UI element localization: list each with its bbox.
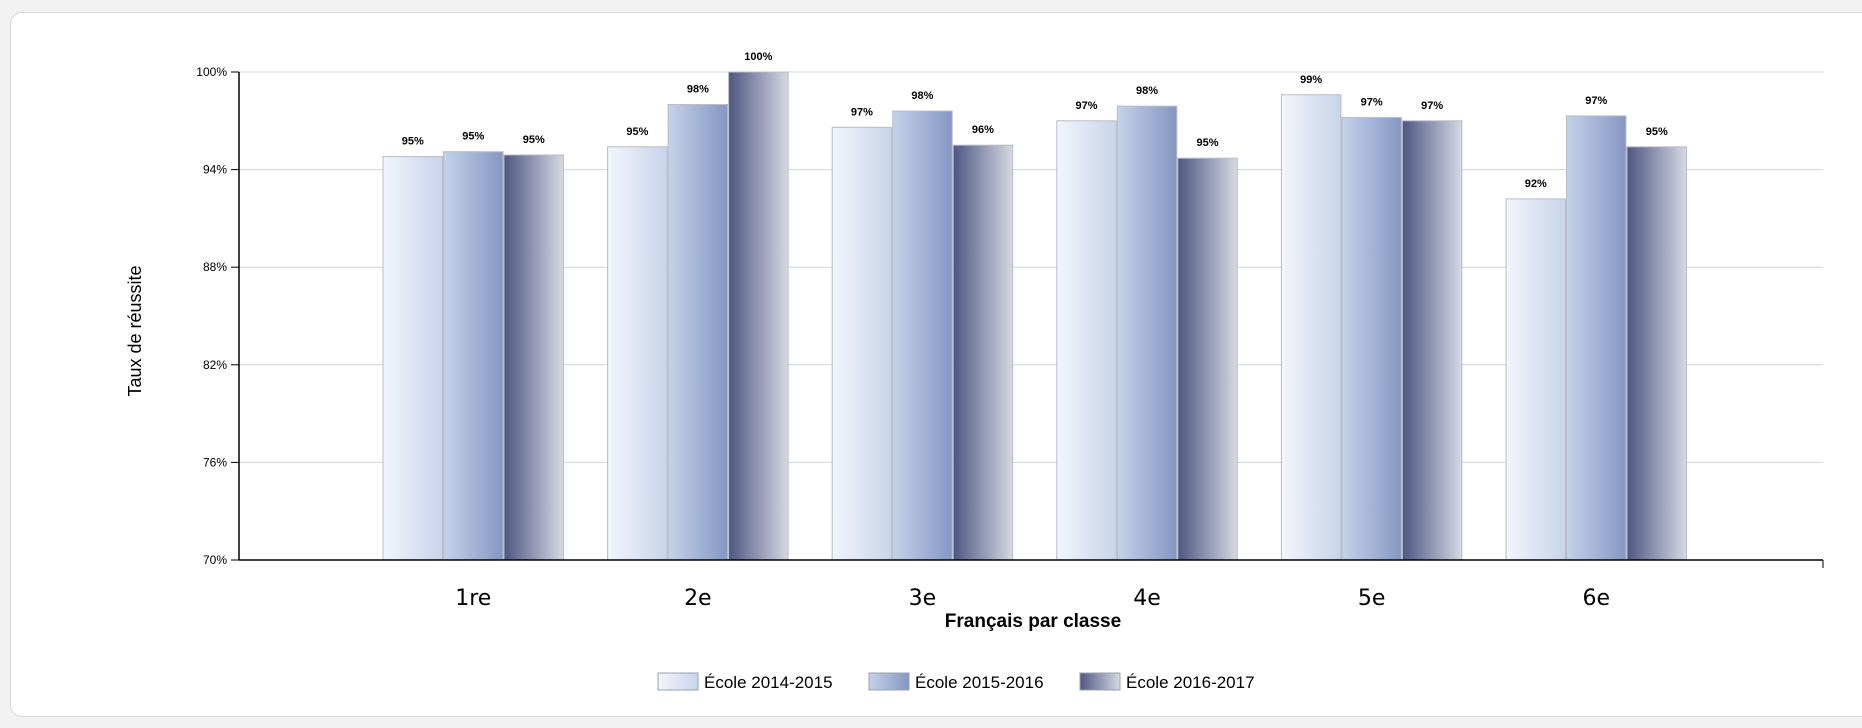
data-label: 97% xyxy=(1076,100,1098,112)
bar xyxy=(892,110,953,561)
value-labels: 95% 95% 95% 95% 98% 100% 97% 98% 96% 97% 98% 95% 99%… xyxy=(402,51,1668,190)
bar xyxy=(503,154,564,561)
x-tick-label: 4e xyxy=(1133,586,1161,611)
data-label: 98% xyxy=(911,90,933,102)
bar xyxy=(443,151,504,561)
chart-card: 95% 95% 95% 95% 98% 100% 97% 98% 96% 97% 98% 95% 99%… xyxy=(10,12,1862,717)
legend-label: École 2016-2017 xyxy=(1126,673,1255,692)
bars xyxy=(382,71,1687,561)
bar xyxy=(831,126,893,561)
x-tick-label: 3e xyxy=(909,586,937,611)
data-label: 98% xyxy=(1136,85,1158,97)
bar xyxy=(1566,115,1627,561)
data-label: 97% xyxy=(1361,97,1383,109)
bar xyxy=(1341,117,1402,561)
data-label: 97% xyxy=(1421,100,1443,112)
legend-swatch xyxy=(657,672,699,691)
bar xyxy=(1280,94,1342,561)
x-tick-label: 5e xyxy=(1358,586,1386,611)
bar xyxy=(1177,157,1238,561)
bar xyxy=(728,71,789,561)
data-label: 95% xyxy=(402,136,424,148)
y-tick-label: 88% xyxy=(203,260,227,274)
y-tick-label: 76% xyxy=(203,455,227,469)
data-label: 95% xyxy=(462,131,484,143)
legend-item: École 2015-2016 xyxy=(868,672,1044,692)
y-tick-label: 94% xyxy=(203,163,227,177)
bar xyxy=(952,144,1014,561)
legend-item: École 2016-2017 xyxy=(1079,672,1255,692)
data-label: 99% xyxy=(1300,74,1322,86)
bar xyxy=(382,156,443,561)
bar xyxy=(1116,105,1178,561)
data-label: 95% xyxy=(1646,126,1668,138)
data-label: 95% xyxy=(1197,137,1219,149)
x-axis-title: Français par classe xyxy=(945,611,1121,632)
y-axis-title: Taux de réussite xyxy=(125,265,145,396)
data-label: 97% xyxy=(851,106,873,118)
data-label: 92% xyxy=(1525,178,1547,190)
data-label: 96% xyxy=(972,124,994,136)
data-label: 95% xyxy=(523,134,545,146)
x-tick-label: 1re xyxy=(455,586,491,611)
y-tick-label: 82% xyxy=(203,358,227,372)
legend: École 2014-2015 École 2015-2016 École 2016… xyxy=(657,672,1255,692)
axes: 70% 76% 82% 88% 94% 100% 1re 2e 3e 4e 5e 6e xyxy=(196,65,1824,611)
legend-item: École 2014-2015 xyxy=(657,672,833,692)
bar-chart: 95% 95% 95% 95% 98% 100% 97% 98% 96% 97% 98% 95% 99%… xyxy=(125,51,1824,692)
x-tick-label: 2e xyxy=(684,586,712,611)
legend-swatch xyxy=(868,672,910,691)
data-label: 95% xyxy=(626,126,648,138)
legend-label: École 2015-2016 xyxy=(915,673,1044,692)
x-tick-label: 6e xyxy=(1582,586,1610,611)
bar xyxy=(607,146,668,561)
bar xyxy=(1401,120,1463,561)
y-tick-label: 70% xyxy=(203,553,227,567)
data-label: 98% xyxy=(687,84,709,96)
legend-label: École 2014-2015 xyxy=(704,673,833,692)
bar xyxy=(1056,120,1117,561)
data-label: 97% xyxy=(1585,95,1607,107)
y-tick-label: 100% xyxy=(196,65,227,79)
bar xyxy=(667,104,729,561)
legend-swatch xyxy=(1079,672,1121,691)
bar xyxy=(1505,198,1566,561)
data-label: 100% xyxy=(744,51,772,63)
bar xyxy=(1626,146,1687,561)
